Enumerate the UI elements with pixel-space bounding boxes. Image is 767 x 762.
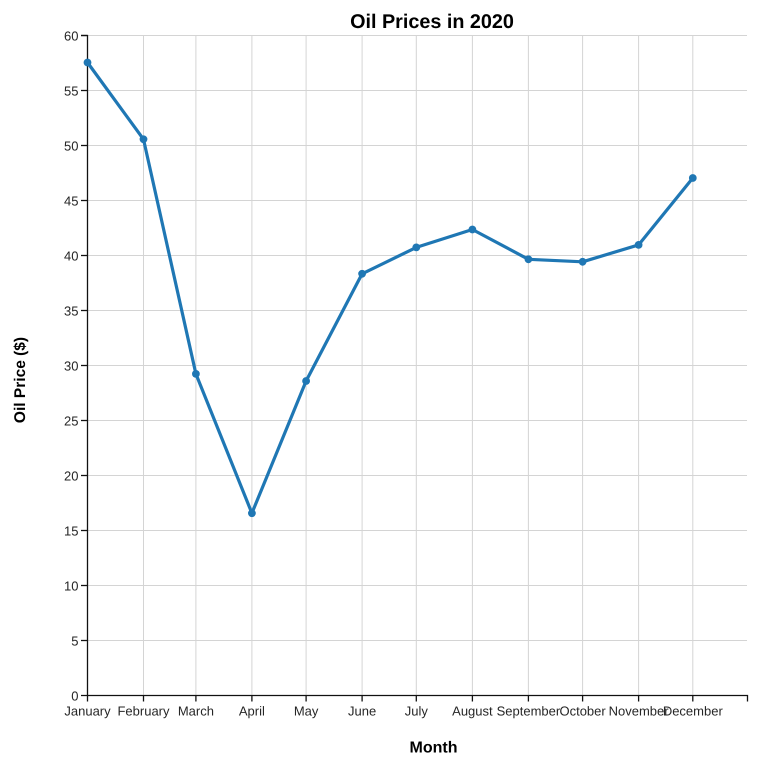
svg-text:August: August xyxy=(452,704,493,719)
svg-text:40: 40 xyxy=(64,249,78,264)
svg-text:March: March xyxy=(178,704,214,719)
svg-text:June: June xyxy=(348,704,376,719)
svg-text:September: September xyxy=(497,704,561,719)
svg-text:0: 0 xyxy=(71,689,78,704)
svg-text:15: 15 xyxy=(64,524,78,539)
svg-text:35: 35 xyxy=(64,304,78,319)
svg-text:January: January xyxy=(64,704,111,719)
svg-text:60: 60 xyxy=(64,29,78,44)
svg-text:50: 50 xyxy=(64,139,78,154)
svg-text:10: 10 xyxy=(64,579,78,594)
svg-text:Month: Month xyxy=(410,739,458,756)
svg-text:October: October xyxy=(559,704,606,719)
svg-text:25: 25 xyxy=(64,414,78,429)
svg-text:5: 5 xyxy=(71,634,78,649)
svg-text:30: 30 xyxy=(64,359,78,374)
svg-text:55: 55 xyxy=(64,84,78,99)
svg-text:December: December xyxy=(663,704,724,719)
svg-text:Oil Price ($): Oil Price ($) xyxy=(12,337,29,423)
svg-text:45: 45 xyxy=(64,194,78,209)
svg-text:April: April xyxy=(239,704,265,719)
svg-text:Oil Prices in 2020: Oil Prices in 2020 xyxy=(350,11,514,33)
svg-text:November: November xyxy=(609,704,670,719)
svg-text:July: July xyxy=(405,704,429,719)
svg-text:May: May xyxy=(294,704,319,719)
svg-text:February: February xyxy=(117,704,170,719)
svg-text:20: 20 xyxy=(64,469,78,484)
